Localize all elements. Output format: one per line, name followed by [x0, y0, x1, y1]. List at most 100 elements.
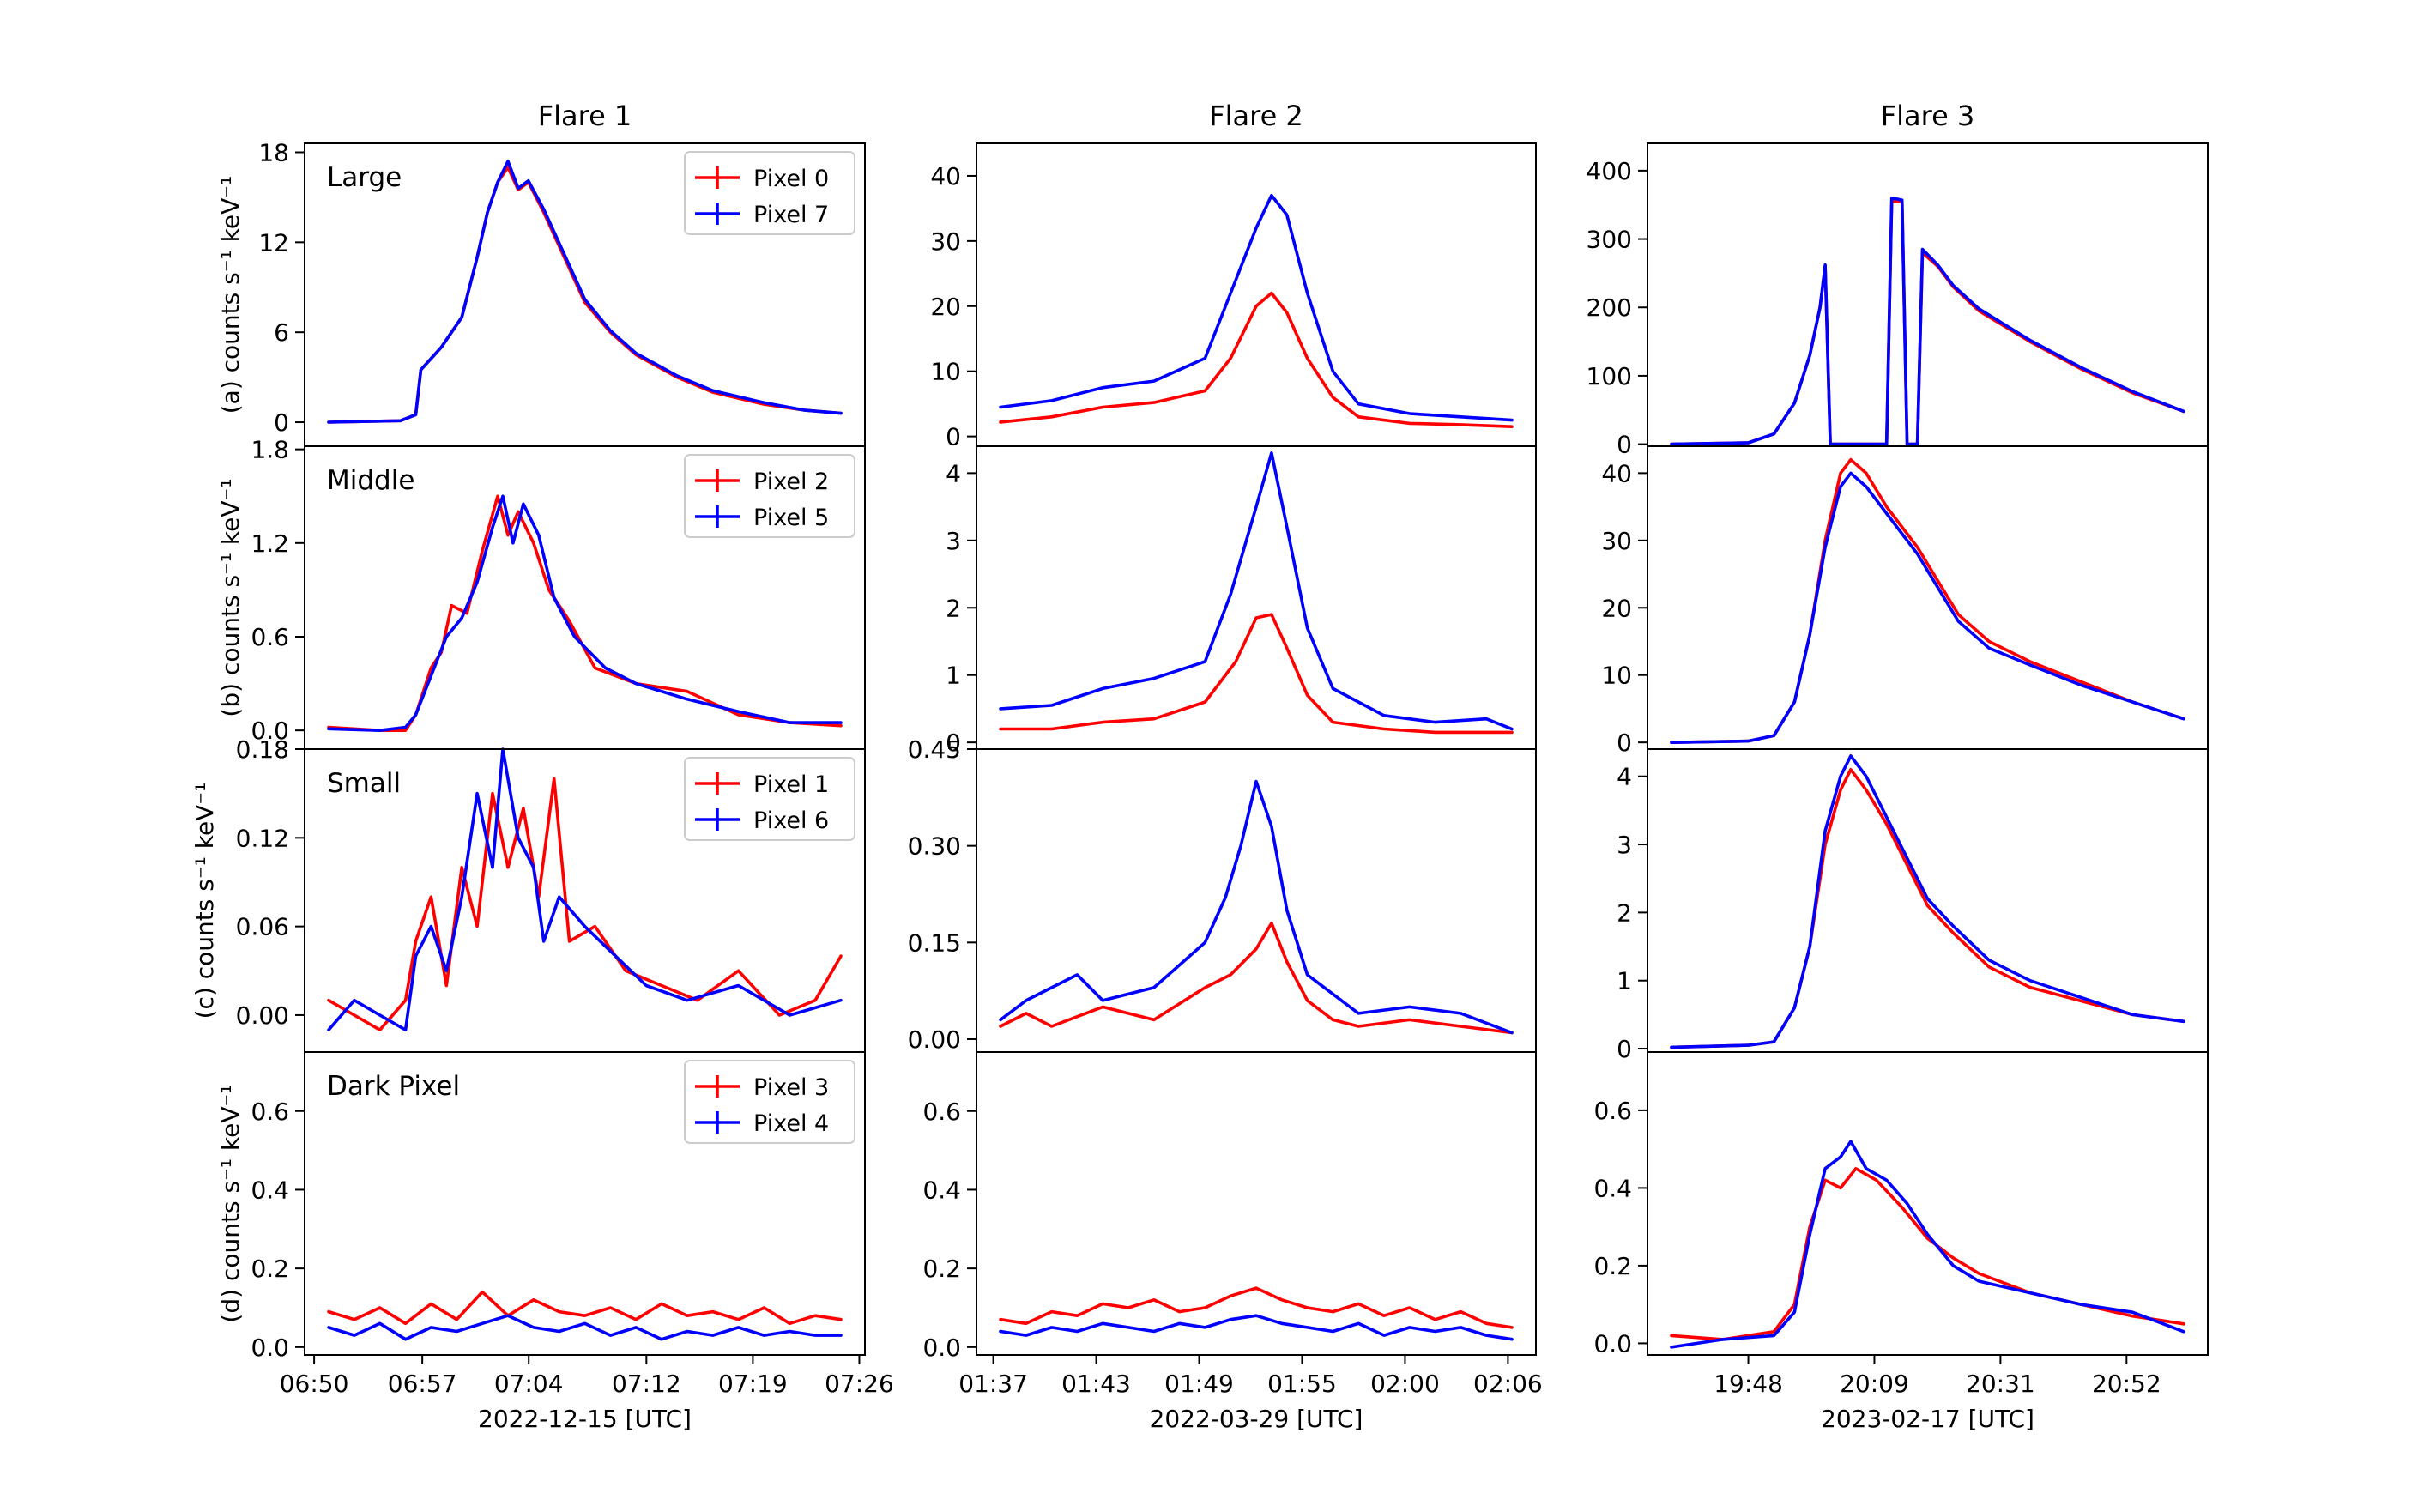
panel-r2-c2: 0 1 2 3 4	[1617, 748, 2209, 1063]
panel-r0-c1: 0 10 20 30 40	[930, 142, 1537, 451]
legend: Pixel 3 Pixel 4	[684, 1060, 855, 1144]
x-tick-label: 20:31	[1966, 1370, 2035, 1398]
series-line-red	[1670, 457, 2185, 745]
y-tick-label: 10	[930, 358, 961, 386]
panel-label: Large	[327, 162, 402, 193]
legend-label: Pixel 6	[753, 807, 829, 834]
x-tick-label: 07:04	[494, 1370, 564, 1398]
x-axis-label: 2023-02-17 [UTC]	[1821, 1405, 2034, 1433]
panel-r1-c1: 0 1 2 3 4	[946, 445, 1537, 757]
x-tick-label: 06:57	[388, 1370, 457, 1398]
y-tick-label: 0.00	[908, 1025, 961, 1054]
x-tick-label: 01:37	[958, 1370, 1028, 1398]
y-tick-label: 400	[1587, 157, 1632, 185]
x-tick-label: 01:49	[1164, 1370, 1234, 1398]
y-tick-label: 3	[946, 527, 961, 555]
y-axis-label: (c) counts s⁻¹ keV⁻¹	[190, 783, 219, 1019]
panel-label: Small	[327, 768, 401, 799]
legend: Pixel 2 Pixel 5	[684, 454, 855, 538]
y-tick-label: 0.6	[251, 1098, 289, 1126]
y-tick-label: 12	[258, 228, 289, 257]
panel-r3-c1: 0.0 0.2 0.4 0.6	[922, 1051, 1537, 1362]
panel-frame	[304, 1051, 866, 1356]
y-tick-label: 0.45	[908, 735, 961, 764]
series-line-blue	[327, 747, 843, 1031]
legend: Pixel 0 Pixel 7	[684, 151, 855, 235]
y-tick-label: 0	[946, 729, 961, 757]
panel-r3-c2: 0.0 0.2 0.4 0.6	[1593, 1051, 2209, 1358]
x-tick-label: 07:26	[825, 1370, 894, 1398]
panel-frame	[976, 142, 1537, 447]
y-tick-label: 3	[1617, 831, 1632, 859]
series-line-blue	[1670, 1140, 2185, 1349]
y-tick-label: 0.06	[236, 913, 289, 941]
panel-frame	[976, 748, 1537, 1053]
y-tick-label: 40	[930, 162, 961, 191]
panel-frame	[1647, 445, 2209, 750]
series-line-red	[999, 291, 1514, 429]
x-tick-label: 02:00	[1370, 1370, 1440, 1398]
series-line-blue	[327, 160, 843, 424]
y-tick-label: 18	[258, 138, 289, 166]
series-line-blue	[1670, 471, 2185, 745]
x-tick-label: 20:52	[2092, 1370, 2161, 1398]
y-axis-label: (a) counts s⁻¹ keV⁻¹	[216, 176, 245, 414]
y-tick-label: 0	[1617, 729, 1632, 757]
y-tick-label: 0.15	[908, 928, 961, 957]
legend-label: Pixel 5	[753, 505, 829, 531]
column-title: Flare 1	[538, 100, 632, 132]
series-line-blue	[327, 494, 843, 733]
y-tick-label: 100	[1587, 362, 1632, 390]
panel-r0-c0: 0 6 12 18 Large Pixel 0 Pixel 7	[258, 138, 866, 447]
legend-label: Pixel 3	[753, 1074, 829, 1101]
panel-label: Middle	[327, 465, 414, 496]
panel-r2-c0: 0.00 0.06 0.12 0.18 Small Pixel 1 Pixel 6	[236, 735, 866, 1053]
legend-label: Pixel 1	[753, 771, 829, 798]
y-tick-label: 0.00	[236, 1001, 289, 1030]
y-tick-label: 1	[1617, 967, 1632, 995]
y-tick-label: 2	[1617, 898, 1632, 927]
y-tick-label: 4	[946, 459, 961, 487]
y-tick-label: 2	[946, 594, 961, 622]
y-tick-label: 6	[274, 318, 289, 347]
y-tick-label: 40	[1601, 459, 1632, 487]
series-line-blue	[1670, 754, 2185, 1049]
series-line-red	[1670, 199, 2185, 446]
x-axis-label: 2022-12-15 [UTC]	[478, 1405, 692, 1433]
y-tick-label: 0.2	[922, 1255, 961, 1283]
series-line-blue	[327, 1314, 843, 1341]
series-line-red	[999, 613, 1514, 735]
series-line-blue	[999, 451, 1514, 731]
y-tick-label: 0.6	[251, 623, 289, 651]
y-tick-label: 0	[946, 423, 961, 451]
y-tick-label: 0.4	[1593, 1174, 1632, 1202]
series-line-red	[327, 777, 843, 1031]
series-line-blue	[999, 1314, 1514, 1341]
y-tick-label: 1.2	[251, 529, 289, 558]
y-tick-label: 0	[274, 408, 289, 437]
series-line-blue	[999, 779, 1514, 1035]
y-tick-label: 0.2	[1593, 1252, 1632, 1280]
panel-r2-c1: 0.00 0.15 0.30 0.45	[908, 735, 1537, 1054]
y-tick-label: 20	[1601, 594, 1632, 622]
y-tick-label: 0.0	[251, 717, 289, 745]
y-tick-label: 30	[930, 227, 961, 256]
panel-r0-c2: 0 100 200 300 400	[1587, 142, 2209, 459]
panel-r3-c0: 0.0 0.2 0.4 0.6 Dark Pixel Pixel 3 Pixel 4	[251, 1051, 866, 1362]
y-tick-label: 0.12	[236, 824, 289, 852]
y-tick-label: 300	[1587, 226, 1632, 254]
y-tick-label: 20	[930, 293, 961, 321]
x-tick-label: 19:48	[1714, 1370, 1783, 1398]
x-tick-label: 01:55	[1267, 1370, 1337, 1398]
series-line-red	[1670, 1167, 2185, 1341]
y-tick-label: 0.0	[251, 1334, 289, 1362]
y-tick-label: 0.2	[251, 1255, 289, 1283]
series-line-red	[999, 922, 1514, 1035]
y-axis-label: (d) counts s⁻¹ keV⁻¹	[216, 1084, 245, 1322]
panel-frame	[1647, 1051, 2209, 1356]
x-axis-label: 2022-03-29 [UTC]	[1150, 1405, 1363, 1433]
x-tick-label: 07:19	[718, 1370, 788, 1398]
series-line-red	[327, 1290, 843, 1326]
x-tick-label: 01:43	[1061, 1370, 1131, 1398]
